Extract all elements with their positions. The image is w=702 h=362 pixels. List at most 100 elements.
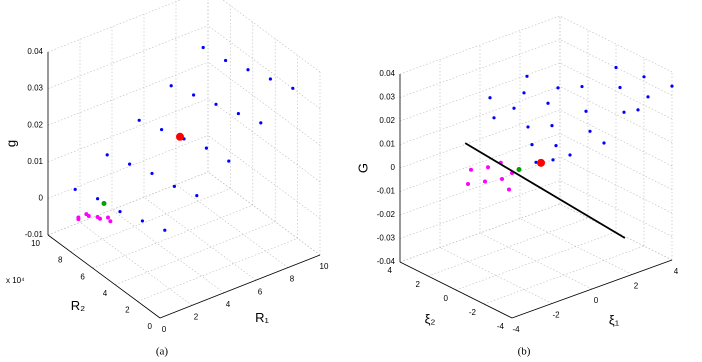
point bbox=[176, 132, 184, 141]
grid-line bbox=[70, 188, 231, 252]
point bbox=[106, 215, 110, 220]
x-tick-label: 4 bbox=[674, 267, 679, 276]
point bbox=[466, 181, 470, 186]
x-axis-label: R₁ bbox=[255, 310, 269, 325]
x-tick-label: 0 bbox=[162, 325, 167, 334]
grid-line bbox=[207, 171, 321, 256]
point bbox=[556, 86, 560, 90]
grid-line bbox=[47, 25, 209, 89]
point bbox=[512, 106, 516, 110]
point bbox=[492, 116, 496, 120]
point bbox=[486, 165, 490, 170]
grid-line bbox=[207, 25, 321, 109]
z-tick-label: -0.04 bbox=[377, 257, 396, 266]
axis-line bbox=[511, 259, 673, 319]
point bbox=[588, 129, 592, 133]
point bbox=[76, 215, 81, 220]
point bbox=[195, 194, 199, 198]
point bbox=[118, 210, 122, 214]
point bbox=[622, 110, 626, 114]
y-axis-label: R₂ bbox=[71, 298, 85, 313]
point bbox=[204, 146, 208, 150]
z-tick-label: 0.04 bbox=[379, 69, 395, 78]
y-tick-label: 0 bbox=[148, 322, 153, 331]
point bbox=[554, 144, 558, 148]
point bbox=[172, 184, 176, 188]
grid-line bbox=[92, 204, 253, 269]
x-tick-label: 8 bbox=[290, 275, 295, 284]
grid-line bbox=[399, 39, 561, 98]
y-tick-label: 8 bbox=[58, 256, 63, 265]
z-tick-label: 0 bbox=[391, 163, 396, 172]
point bbox=[140, 219, 144, 223]
point bbox=[192, 93, 196, 97]
grid-line bbox=[207, 61, 321, 146]
point bbox=[101, 201, 107, 206]
point bbox=[534, 160, 538, 164]
x-tick-label: 10 bbox=[320, 262, 329, 271]
z-tick-label: -0.02 bbox=[377, 210, 396, 219]
x-tick-label: -2 bbox=[552, 311, 560, 320]
grid-line bbox=[399, 15, 561, 75]
point bbox=[522, 91, 526, 95]
y-tick-label: 4 bbox=[388, 266, 393, 275]
grid-line bbox=[47, 171, 209, 236]
grid-line bbox=[399, 133, 561, 192]
grid-line bbox=[207, 98, 321, 183]
point bbox=[163, 228, 167, 232]
point bbox=[201, 45, 205, 50]
grid-line bbox=[175, 184, 289, 268]
point bbox=[291, 86, 295, 90]
point bbox=[73, 187, 77, 192]
x-tick-label: 2 bbox=[634, 282, 639, 291]
point bbox=[227, 159, 231, 163]
point bbox=[96, 197, 100, 201]
point bbox=[530, 143, 534, 147]
point bbox=[636, 108, 640, 112]
point bbox=[128, 162, 132, 166]
point bbox=[618, 85, 622, 90]
y-tick-label: 0 bbox=[444, 294, 449, 303]
grid-line bbox=[399, 180, 561, 239]
point bbox=[546, 101, 550, 105]
point bbox=[150, 171, 154, 176]
grid-line bbox=[143, 196, 257, 281]
z-tick-label: -0.01 bbox=[377, 187, 396, 196]
point bbox=[525, 74, 529, 78]
z-tick-label: 0.01 bbox=[379, 140, 395, 149]
grid-line bbox=[115, 221, 276, 286]
grid-line bbox=[399, 86, 561, 145]
point bbox=[526, 125, 530, 129]
y-tick-label: 2 bbox=[416, 280, 421, 289]
x-tick-label: 0 bbox=[594, 296, 599, 305]
grid-line bbox=[207, 135, 321, 219]
point bbox=[469, 167, 473, 172]
point bbox=[259, 121, 263, 125]
point bbox=[84, 212, 89, 217]
grid-line bbox=[47, 0, 181, 53]
axis-line bbox=[399, 261, 513, 319]
point bbox=[488, 96, 492, 100]
grid-line bbox=[137, 238, 298, 302]
grid-line bbox=[222, 0, 321, 73]
point bbox=[105, 153, 109, 157]
z-tick-label: 0.03 bbox=[27, 84, 43, 93]
y-tick-label: 10 bbox=[31, 239, 40, 248]
y-axis-label: ξ₂ bbox=[425, 311, 436, 326]
z-tick-label: 0.02 bbox=[27, 120, 43, 129]
point bbox=[108, 219, 113, 224]
point bbox=[160, 127, 164, 132]
point bbox=[568, 153, 572, 157]
z-tick-label: -0.01 bbox=[25, 230, 44, 239]
point bbox=[483, 179, 487, 184]
grid-line bbox=[79, 222, 193, 306]
y-tick-label: -4 bbox=[497, 322, 505, 331]
y-tick-label: 4 bbox=[103, 289, 108, 298]
point bbox=[670, 84, 674, 88]
grid-line bbox=[47, 61, 209, 126]
grid-line bbox=[399, 203, 561, 263]
point bbox=[584, 109, 588, 113]
grid-line bbox=[399, 62, 561, 122]
caption: (b) bbox=[518, 346, 531, 358]
